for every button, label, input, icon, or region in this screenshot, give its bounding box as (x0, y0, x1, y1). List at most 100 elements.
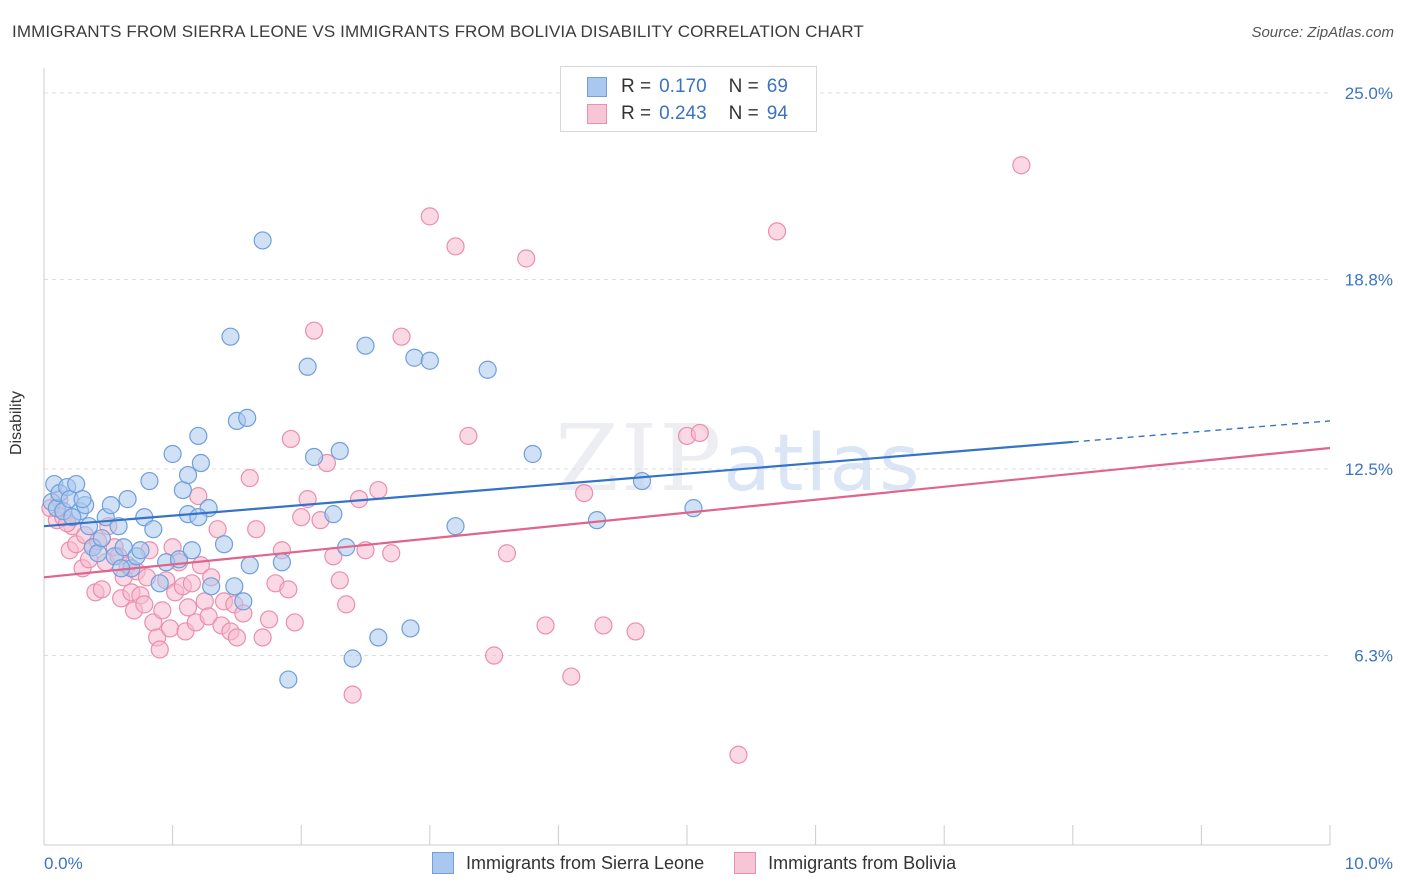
point-bolivia (446, 237, 465, 256)
point-bolivia (189, 486, 208, 506)
point-sierra-leone (178, 465, 198, 485)
point-sierra-leone (101, 496, 120, 515)
point-sierra-leone (401, 619, 420, 638)
n-value: 69 (766, 76, 788, 97)
point-sierra-leone (182, 541, 201, 560)
point-sierra-leone (63, 508, 82, 527)
point-bolivia (178, 598, 198, 617)
point-sierra-leone (523, 444, 542, 464)
point-sierra-leone (189, 508, 208, 527)
n-label: N = (728, 76, 759, 97)
point-sierra-leone (88, 544, 108, 563)
point-sierra-leone (684, 499, 703, 518)
point-sierra-leone (150, 574, 169, 593)
point-bolivia (135, 595, 154, 614)
point-sierra-leone (304, 447, 324, 467)
point-bolivia (562, 667, 581, 686)
point-bolivia (420, 207, 439, 226)
point-sierra-leone (173, 480, 192, 500)
point-bolivia (240, 468, 259, 488)
y-tick-label: 12.5% (1345, 460, 1393, 479)
legend-swatch-blue (432, 852, 454, 874)
point-bolivia (536, 616, 555, 635)
chart-title: IMMIGRANTS FROM SIERRA LEONE VS IMMIGRAN… (12, 22, 864, 41)
legend-swatch-pink (587, 104, 607, 124)
legend-label-sierra-leone: Immigrants from Sierra Leone (466, 852, 705, 873)
point-sierra-leone (144, 520, 163, 539)
point-bolivia (208, 520, 227, 539)
point-bolivia (292, 508, 311, 527)
point-sierra-leone (253, 231, 272, 250)
point-sierra-leone (298, 357, 317, 376)
stats-legend-row-bolivia: R = 0.243 N = 94 (587, 102, 788, 126)
point-bolivia (304, 321, 324, 340)
point-bolivia (195, 592, 214, 611)
point-bolivia (459, 426, 478, 446)
point-sierra-leone (272, 553, 292, 572)
legend-label-bolivia: Immigrants from Bolivia (768, 852, 957, 873)
point-bolivia (92, 580, 111, 599)
point-sierra-leone (225, 577, 244, 596)
r-label: R = (621, 103, 652, 124)
point-bolivia (517, 249, 536, 268)
point-bolivia (281, 429, 301, 449)
point-sierra-leone (369, 628, 388, 647)
point-bolivia (153, 601, 172, 620)
y-tick-label: 6.3% (1354, 647, 1393, 666)
point-bolivia (227, 628, 246, 647)
point-sierra-leone (330, 441, 349, 461)
point-bolivia (337, 595, 356, 614)
point-sierra-leone (73, 490, 92, 509)
point-sierra-leone (238, 408, 257, 427)
n-value: 94 (766, 103, 788, 124)
point-bolivia (575, 483, 594, 503)
point-sierra-leone (92, 529, 111, 548)
point-bolivia (285, 613, 304, 632)
point-bolivia (485, 646, 504, 665)
watermark-atlas: atlas (723, 419, 922, 509)
legend-item-sierra-leone[interactable]: Immigrants from Sierra Leone (432, 852, 704, 874)
n-label: N = (728, 103, 759, 124)
y-tick-label: 25.0% (1345, 84, 1393, 103)
point-bolivia (182, 574, 201, 593)
point-sierra-leone (189, 426, 208, 446)
legend-swatch-blue (587, 77, 607, 97)
y-axis-label: Disability (8, 390, 25, 455)
point-sierra-leone (478, 360, 497, 379)
r-value: 0.243 (659, 103, 707, 124)
x-tick-label: 10.0% (1345, 854, 1393, 873)
point-bolivia (259, 610, 279, 629)
point-sierra-leone (163, 444, 182, 464)
point-bolivia (626, 622, 645, 641)
point-sierra-leone (140, 471, 159, 491)
legend-item-bolivia[interactable]: Immigrants from Bolivia (734, 852, 956, 874)
point-bolivia (392, 327, 411, 346)
stats-legend: R = 0.170 N = 69 R = 0.243 N = 94 (560, 66, 817, 132)
point-bolivia (369, 480, 388, 500)
trendline-bolivia (43, 446, 1331, 579)
point-sierra-leone (191, 453, 210, 473)
point-sierra-leone (420, 351, 439, 370)
point-sierra-leone (240, 556, 259, 575)
point-sierra-leone (79, 517, 99, 536)
point-sierra-leone (109, 517, 128, 536)
point-sierra-leone (279, 670, 298, 689)
point-sierra-leone (324, 505, 343, 524)
point-sierra-leone (632, 471, 652, 491)
point-sierra-leone (202, 577, 221, 596)
stats-legend-row-sierra-leone: R = 0.170 N = 69 (587, 75, 788, 99)
point-sierra-leone (446, 517, 465, 536)
point-bolivia (247, 520, 266, 539)
point-bolivia (729, 745, 748, 764)
point-bolivia (1012, 156, 1031, 175)
point-sierra-leone (234, 592, 253, 611)
point-sierra-leone (131, 541, 150, 560)
x-tick-label: 0.0% (44, 854, 83, 873)
point-bolivia (279, 580, 298, 599)
point-bolivia (160, 619, 180, 638)
point-bolivia (690, 423, 709, 443)
r-value: 0.170 (659, 76, 707, 97)
trendline-sierra-leone-dashed (1072, 420, 1331, 443)
point-bolivia (594, 616, 613, 635)
